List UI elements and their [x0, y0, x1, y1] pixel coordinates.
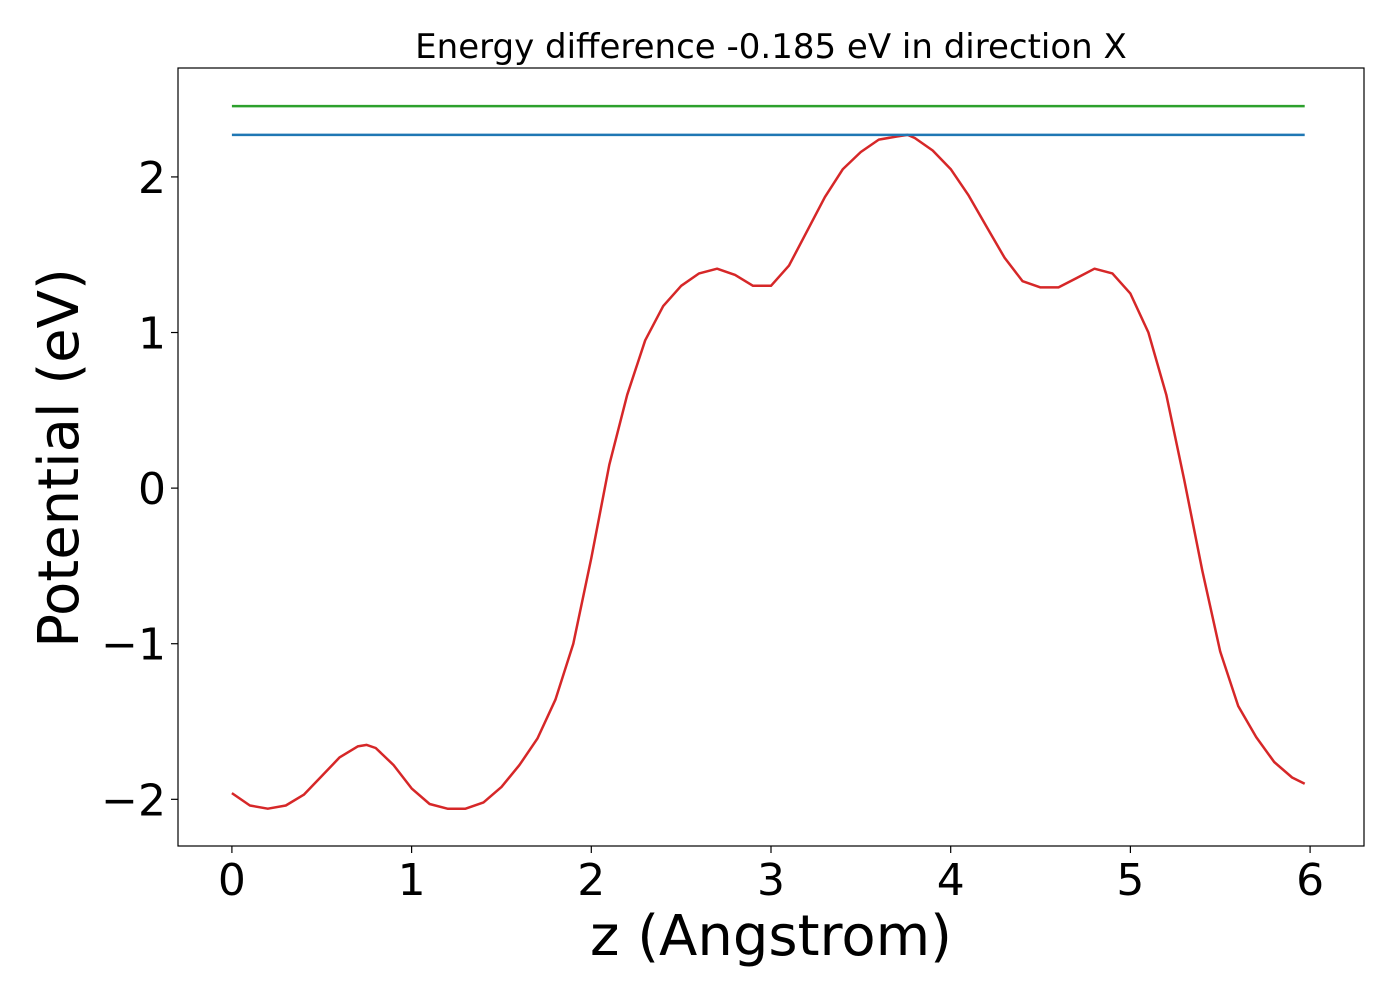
- y-axis-label: Potential (eV): [27, 268, 92, 648]
- y-tick-label: 0: [138, 464, 166, 515]
- series-line-0: [231, 133, 1306, 810]
- x-tick-label: 0: [218, 855, 246, 906]
- x-axis-ticks: 0 1 2 3 4 5 6: [218, 846, 1324, 906]
- plot-area: [231, 104, 1306, 810]
- y-tick-label: 1: [138, 309, 166, 360]
- chart-title: Energy difference -0.185 eV in direction…: [415, 27, 1127, 67]
- y-axis-ticks: −2 −1 0 1 2: [101, 153, 178, 826]
- x-tick-label: 5: [1116, 855, 1144, 906]
- x-tick-label: 2: [577, 855, 605, 906]
- x-tick-label: 1: [398, 855, 426, 906]
- x-tick-label: 3: [757, 855, 785, 906]
- y-tick-label: −1: [101, 620, 166, 671]
- x-tick-label: 6: [1296, 855, 1324, 906]
- y-tick-label: −2: [101, 775, 166, 826]
- x-tick-label: 4: [937, 855, 965, 906]
- axes-frame: [177, 67, 1365, 847]
- x-axis-label: z (Angstrom): [590, 904, 952, 969]
- y-tick-label: 2: [138, 153, 166, 204]
